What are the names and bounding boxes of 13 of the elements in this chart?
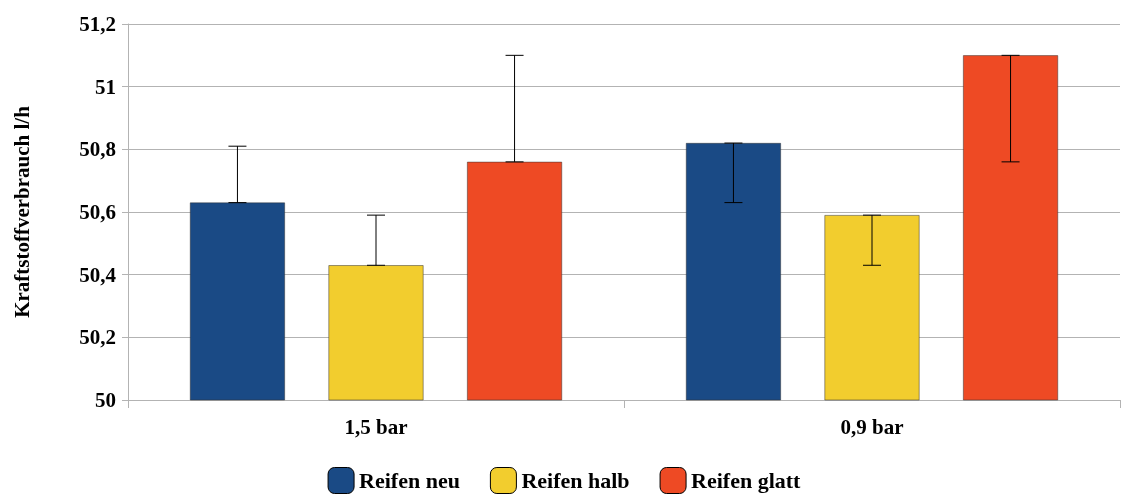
y-tick-label: 51,2 xyxy=(79,12,116,36)
y-tick-label: 50,4 xyxy=(79,262,117,287)
x-tick-label: 1,5 bar xyxy=(344,414,408,439)
y-tick-label: 50,6 xyxy=(79,200,116,224)
y-tick-label: 50,2 xyxy=(79,325,116,350)
legend-label: Reifen halb xyxy=(521,468,630,493)
y-axis-title: Kraftstoffverbrauch l/h xyxy=(9,105,34,318)
legend-label: Reifen neu xyxy=(359,468,460,493)
y-tick-label: 51 xyxy=(95,74,116,99)
y-tick-label: 50,8 xyxy=(79,137,116,162)
y-tick-label: 50 xyxy=(95,388,116,412)
legend-label: Reifen glatt xyxy=(691,468,802,493)
x-tick-label: 0,9 bar xyxy=(840,414,904,439)
